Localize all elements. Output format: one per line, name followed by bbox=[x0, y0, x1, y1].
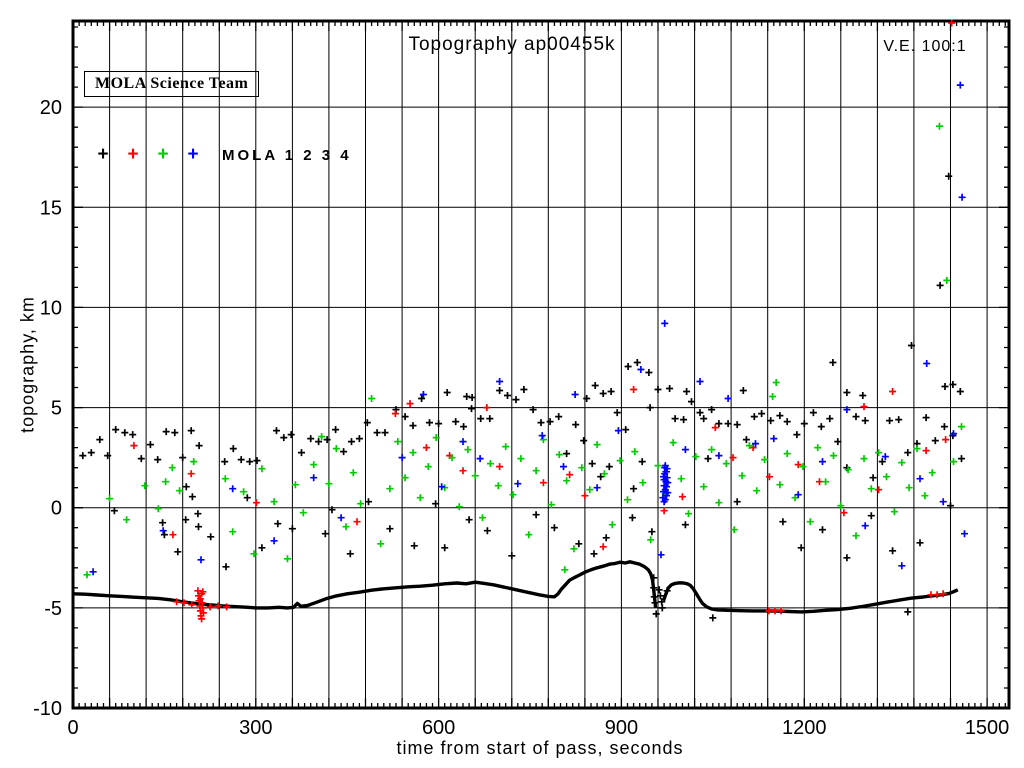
legend-label: MOLA 1 2 3 4 bbox=[222, 146, 352, 164]
science-team-badge: MOLA Science Team bbox=[84, 71, 260, 97]
y-axis-title: topography, km bbox=[17, 296, 38, 433]
vertical-exaggeration-note: V.E. 100:1 bbox=[883, 38, 967, 55]
legend-plus-icon-mola1: + bbox=[97, 144, 109, 165]
y-tick-label: -10 bbox=[33, 698, 62, 720]
plot-frame bbox=[71, 19, 1011, 710]
scatter-series-mola-1 bbox=[79, 172, 965, 622]
legend: + + + + MOLA 1 2 3 4 bbox=[88, 144, 352, 166]
chart-title: Topography ap00455k bbox=[408, 34, 616, 55]
y-tick-label: 10 bbox=[40, 297, 62, 319]
x-tick-label: 600 bbox=[422, 717, 455, 739]
x-tick-label: 300 bbox=[239, 717, 272, 739]
x-tick-label: 1200 bbox=[782, 717, 827, 739]
x-tick-label: 900 bbox=[605, 717, 638, 739]
y-tick-label: 20 bbox=[40, 97, 62, 119]
x-axis-title: time from start of pass, seconds bbox=[396, 738, 684, 758]
legend-plus-icon-mola4: + bbox=[187, 144, 199, 165]
y-tick-label: -5 bbox=[44, 598, 62, 620]
grid-lines bbox=[73, 21, 1009, 708]
y-tick-label: 5 bbox=[51, 398, 62, 420]
y-tick-label: 0 bbox=[51, 498, 62, 520]
y-tick-label: 15 bbox=[40, 197, 62, 219]
legend-plus-icon-mola2: + bbox=[127, 144, 139, 165]
scatter-series-mola-3 bbox=[83, 122, 965, 579]
legend-plus-icon-mola3: + bbox=[157, 144, 169, 165]
x-tick-label: 0 bbox=[67, 717, 78, 739]
ground-track bbox=[72, 560, 658, 610]
ground-track bbox=[661, 581, 959, 614]
scatter-series-mola-4 bbox=[89, 81, 968, 576]
scatter-series-mola-2 bbox=[130, 19, 956, 623]
x-tick-label: 1500 bbox=[965, 717, 1010, 739]
